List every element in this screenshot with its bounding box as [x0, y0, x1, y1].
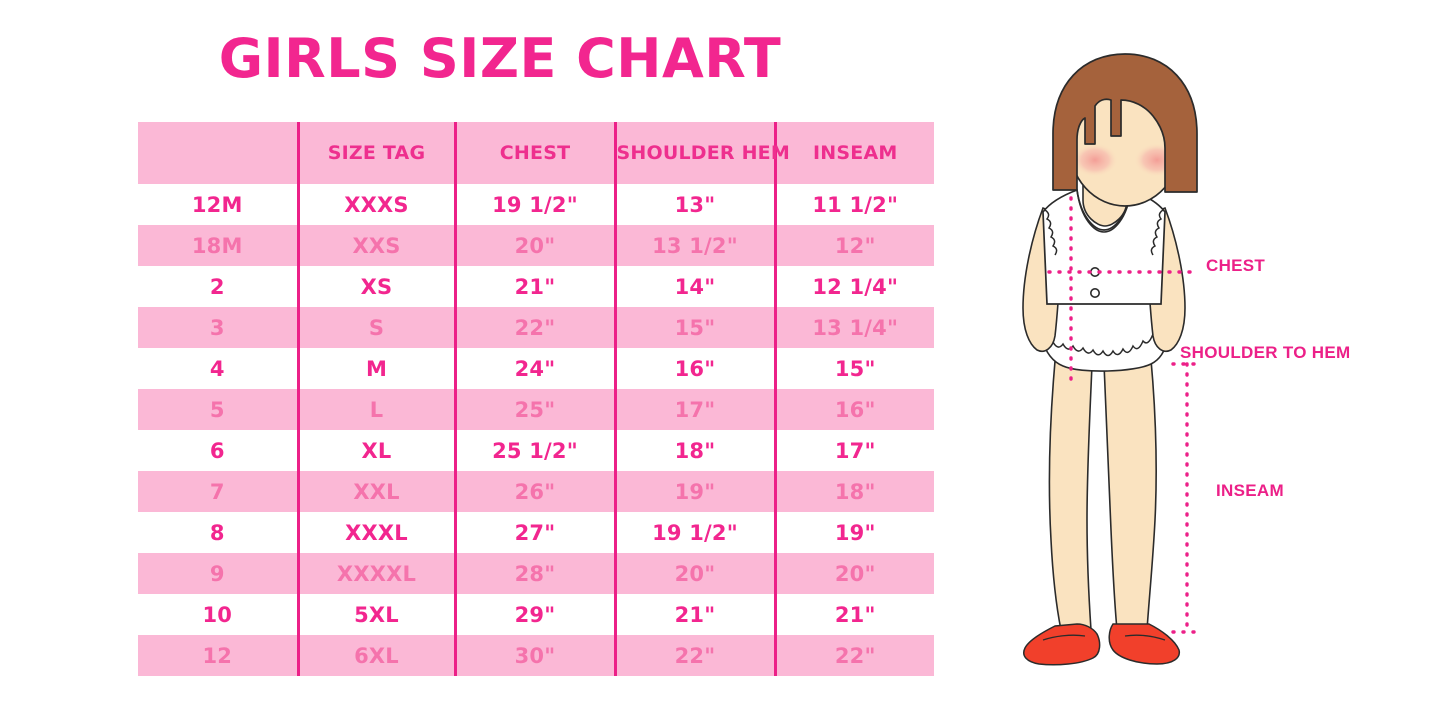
cell-shoulder-hem: 13" [613, 184, 775, 225]
cell-size-tag: L [296, 389, 455, 430]
cell-chest: 21" [453, 266, 615, 307]
hair-shape [1052, 53, 1198, 193]
cell-size-tag: 5XL [296, 594, 455, 635]
legs-shape [1048, 339, 1157, 631]
cell-size: 4 [209, 356, 225, 381]
measurement-guides [1047, 196, 1203, 634]
cell-size: 5 [209, 397, 225, 422]
cell-shoulder-hem: 22" [613, 635, 775, 676]
table-row: 4 M 24" 16" 15" [138, 348, 934, 389]
cell-size-tag: XS [296, 266, 455, 307]
cell-size-tag: XL [296, 430, 455, 471]
table-row: 12M XXXS 19 1/2" 13" 11 1/2" [138, 184, 934, 225]
cell-size: 6 [209, 438, 225, 463]
cell-chest: 30" [453, 635, 615, 676]
cell-inseam: 13 1/4" [773, 307, 934, 348]
cell-shoulder-hem: 16" [613, 348, 775, 389]
cell-shoulder-hem: 20" [613, 553, 775, 594]
table-row: 7 XXL 26" 19" 18" [138, 471, 934, 512]
cell-inseam: 12" [773, 225, 934, 266]
cell-inseam: 16" [773, 389, 934, 430]
cell-shoulder-hem: 19" [613, 471, 775, 512]
cell-inseam: 11 1/2" [773, 184, 934, 225]
cell-size-tag: S [296, 307, 455, 348]
cell-shoulder-hem: 21" [613, 594, 775, 635]
column-header-chest: CHEST [453, 122, 615, 184]
cell-shoulder-hem: 15" [613, 307, 775, 348]
cell-chest: 28" [453, 553, 615, 594]
cell-chest: 20" [453, 225, 615, 266]
table-row: 18M XXS 20" 13 1/2" 12" [138, 225, 934, 266]
cell-size-tag: 6XL [296, 635, 455, 676]
cell-inseam: 17" [773, 430, 934, 471]
page-title: GIRLS SIZE CHART [218, 27, 782, 90]
cell-size: 18M [191, 233, 243, 258]
cell-size-tag: XXXL [296, 512, 455, 553]
cell-chest: 19 1/2" [453, 184, 615, 225]
cell-size: 2 [209, 274, 225, 299]
table-row: 2 XS 21" 14" 12 1/4" [138, 266, 934, 307]
shoes-shape [1023, 623, 1181, 666]
table-row: 10 5XL 29" 21" 21" [138, 594, 934, 635]
cell-shoulder-hem: 13 1/2" [613, 225, 775, 266]
cell-inseam: 12 1/4" [773, 266, 934, 307]
cell-inseam: 15" [773, 348, 934, 389]
table-row: 5 L 25" 17" 16" [138, 389, 934, 430]
girl-figure-illustration [985, 40, 1265, 680]
cell-shoulder-hem: 18" [613, 430, 775, 471]
label-inseam: INSEAM [1216, 481, 1284, 500]
column-header-shoulder-hem: SHOULDER HEM [613, 122, 790, 184]
head-shape [1052, 53, 1198, 207]
table-row: 6 XL 25 1/2" 18" 17" [138, 430, 934, 471]
size-chart-table: SIZE TAG CHEST SHOULDER HEM INSEAM 12M X… [138, 122, 934, 676]
table-row: 9 XXXXL 28" 20" 20" [138, 553, 934, 594]
cell-size: 9 [209, 561, 225, 586]
skirt-shape [1042, 301, 1168, 372]
label-shoulder-to-hem: SHOULDER TO HEM [1180, 343, 1351, 362]
table-row: 12 6XL 30" 22" 22" [138, 635, 934, 676]
cell-inseam: 20" [773, 553, 934, 594]
cell-chest: 26" [453, 471, 615, 512]
column-header-size-tag: SIZE TAG [296, 122, 455, 184]
cell-chest: 22" [453, 307, 615, 348]
cell-size-tag: XXXS [296, 184, 455, 225]
table-header-row: SIZE TAG CHEST SHOULDER HEM INSEAM [138, 122, 934, 184]
cell-chest: 25" [453, 389, 615, 430]
cell-size-tag: XXXXL [296, 553, 455, 594]
cell-size: 8 [209, 520, 225, 545]
cell-size: 3 [209, 315, 225, 340]
cell-size: 12M [191, 192, 243, 217]
cell-inseam: 19" [773, 512, 934, 553]
cell-size-tag: XXS [296, 225, 455, 266]
cell-shoulder-hem: 19 1/2" [613, 512, 775, 553]
cell-size-tag: XXL [296, 471, 455, 512]
cell-shoulder-hem: 17" [613, 389, 775, 430]
cell-inseam: 21" [773, 594, 934, 635]
column-header-inseam: INSEAM [773, 122, 934, 184]
table-row: 8 XXXL 27" 19 1/2" 19" [138, 512, 934, 553]
cell-size: 12 [202, 643, 233, 668]
cell-chest: 24" [453, 348, 615, 389]
cell-size-tag: M [296, 348, 455, 389]
column-header-size [138, 122, 298, 184]
button-icon [1090, 288, 1101, 299]
label-chest: CHEST [1206, 256, 1266, 275]
cell-inseam: 22" [773, 635, 934, 676]
cell-inseam: 18" [773, 471, 934, 512]
cell-chest: 29" [453, 594, 615, 635]
cell-size: 10 [202, 602, 233, 627]
cell-chest: 27" [453, 512, 615, 553]
cell-shoulder-hem: 14" [613, 266, 775, 307]
cell-size: 7 [209, 479, 225, 504]
table-row: 3 S 22" 15" 13 1/4" [138, 307, 934, 348]
cell-chest: 25 1/2" [453, 430, 615, 471]
cheek-blush [1072, 143, 1118, 177]
